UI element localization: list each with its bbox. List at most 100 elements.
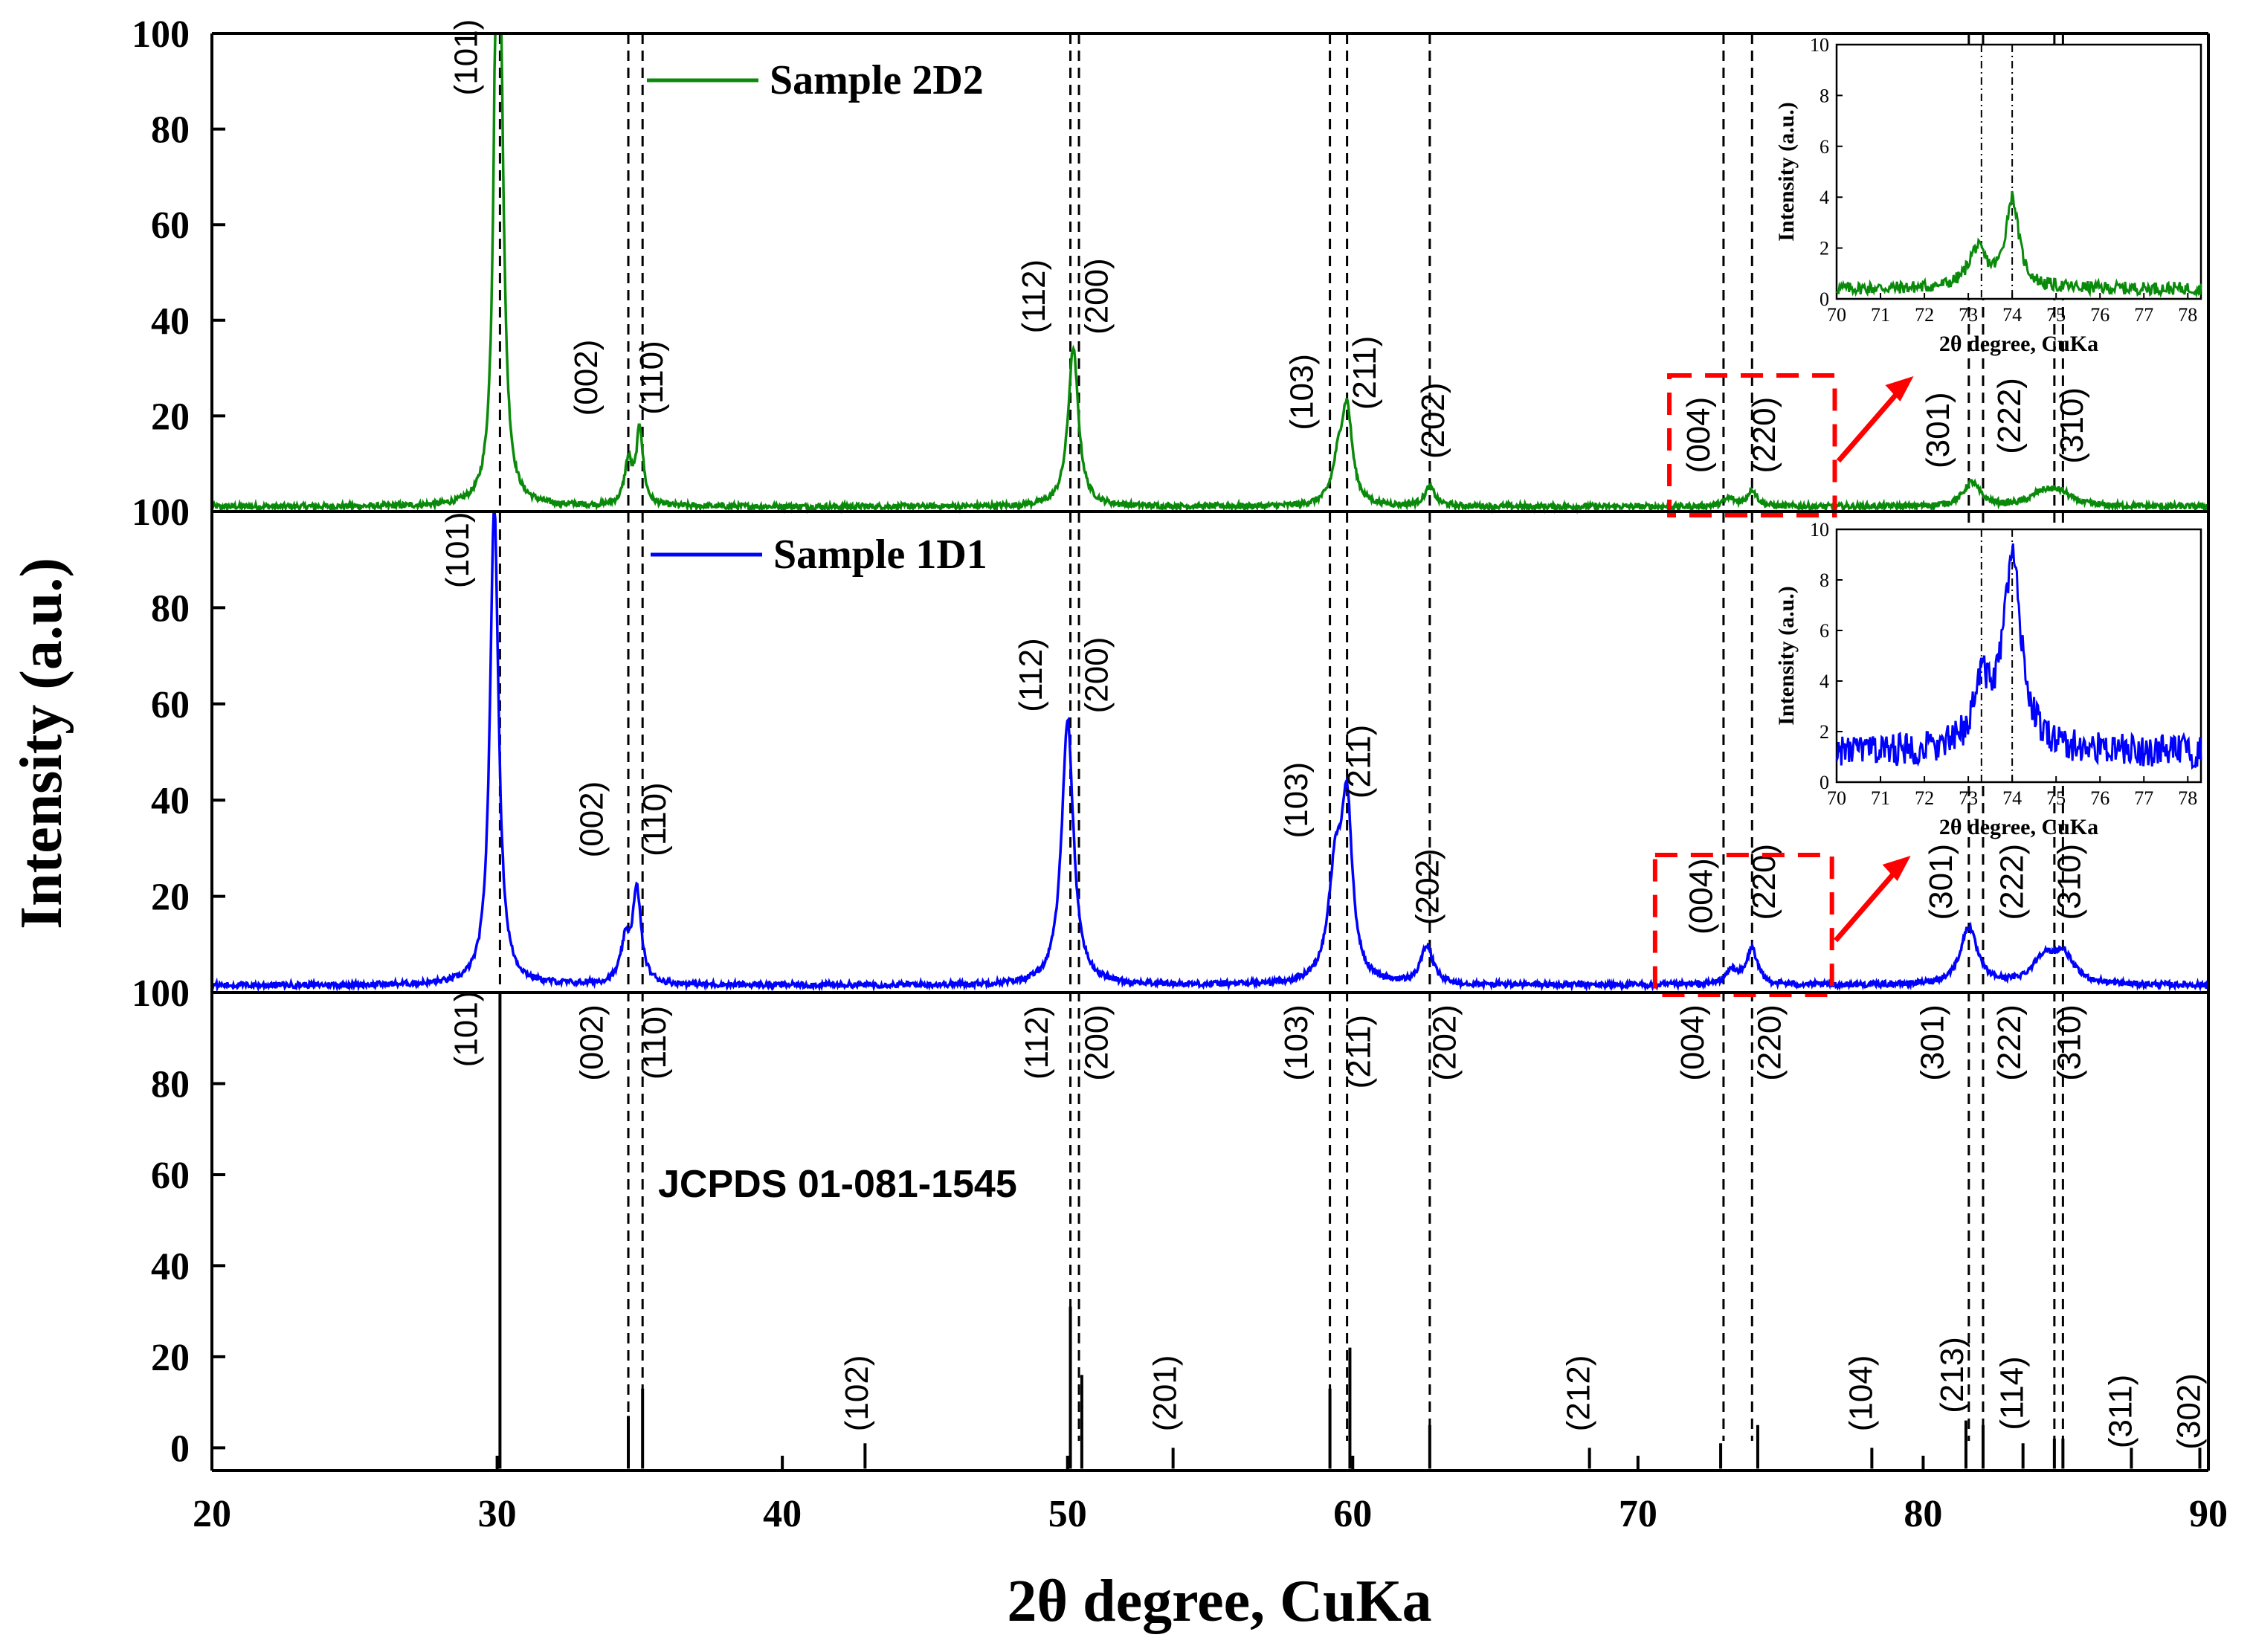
miller-index-label: (102)	[839, 1355, 875, 1432]
miller-index-label: (110)	[636, 782, 673, 856]
inset-frame	[1835, 43, 2202, 300]
miller-index-label: (310)	[2054, 387, 2090, 464]
miller-index-label: (202)	[1409, 848, 1445, 925]
y-tick-label: 40	[151, 1245, 190, 1288]
miller-index-label: (112)	[1019, 1006, 1055, 1080]
y-tick-label: 40	[151, 780, 190, 822]
miller-index-label: (101)	[439, 512, 476, 588]
inset-x-tick-label: 77	[2134, 787, 2153, 809]
inset-series-line	[1835, 190, 2202, 299]
y-tick-label: 20	[151, 1337, 190, 1379]
miller-index-label: (114)	[1994, 1356, 2031, 1430]
miller-index-label: (220)	[1752, 1004, 1788, 1081]
series-line-sample_1d1	[210, 510, 2210, 993]
miller-index-label: (103)	[1284, 354, 1321, 430]
x-tick-label: 50	[1048, 1493, 1087, 1535]
miller-index-label: (110)	[636, 1006, 673, 1080]
inset-x-tick-label: 75	[2046, 304, 2066, 326]
inset-y-tick-label: 2	[1820, 238, 1829, 259]
zoom-arrow	[1836, 386, 1904, 463]
inset-y-tick-label: 10	[1810, 519, 1829, 541]
miller-index-label: (112)	[1013, 638, 1049, 712]
miller-index-label: (112)	[1016, 259, 1052, 333]
x-tick-label: 40	[763, 1493, 802, 1535]
inset-y-tick-label: 8	[1820, 570, 1829, 591]
inset-x-tick-label: 78	[2178, 787, 2197, 809]
inset-x-tick-label: 74	[2002, 787, 2022, 809]
x-tick-label: 70	[1619, 1493, 1657, 1535]
inset-x-tick-label: 72	[1915, 787, 1934, 809]
inset-x-tick-label: 77	[2134, 304, 2153, 326]
inset-x-tick-label: 72	[1915, 304, 1934, 326]
miller-index-label: (222)	[1991, 1004, 2028, 1081]
zoom-arrow-head	[1885, 376, 1914, 401]
legend-label: Sample 2D2	[770, 57, 984, 103]
x-tick-label: 20	[193, 1493, 231, 1535]
inset-y-tick-label: 4	[1820, 671, 1829, 692]
y-tick-label: 20	[151, 396, 190, 438]
miller-index-label: (301)	[1920, 392, 1956, 468]
miller-index-label: (110)	[634, 341, 670, 414]
y-tick-label: 60	[151, 684, 190, 726]
miller-index-label: (310)	[2051, 844, 2087, 920]
miller-index-label: (211)	[1341, 725, 1377, 798]
miller-index-label: (200)	[1078, 258, 1115, 335]
legend-label: Sample 1D1	[773, 532, 987, 578]
y-tick-label: 100	[132, 13, 190, 56]
inset-y-axis-title: Intensity (a.u.)	[1774, 586, 1799, 726]
y-tick-label: 100	[132, 972, 190, 1015]
inset-y-tick-label: 6	[1820, 620, 1829, 642]
inset-y-tick-label: 2	[1820, 721, 1829, 743]
inset-x-tick-label: 70	[1827, 787, 1846, 809]
inset-x-tick-label: 78	[2178, 304, 2197, 326]
inset-x-tick-label: 73	[1959, 304, 1978, 326]
inset-x-tick-label: 73	[1959, 787, 1978, 809]
miller-index-label: (301)	[1923, 844, 1959, 920]
inset-x-tick-label: 76	[2090, 304, 2109, 326]
x-axis-title: 2θ degree, CuKa	[1007, 1569, 1431, 1634]
miller-index-label: (002)	[568, 340, 605, 416]
miller-index-label: (311)	[2102, 1375, 2138, 1448]
miller-index-label: (101)	[448, 19, 485, 96]
inset-y-tick-label: 0	[1820, 288, 1829, 310]
miller-index-label: (002)	[574, 781, 610, 858]
inset-x-tick-label: 76	[2090, 787, 2109, 809]
inset-y-tick-label: 6	[1820, 136, 1829, 158]
x-tick-label: 60	[1333, 1493, 1372, 1535]
series-line-sample_2d2	[210, 32, 2210, 514]
y-tick-label: 60	[151, 1155, 190, 1197]
miller-index-label: (200)	[1078, 1004, 1115, 1081]
y-axis-title: Intensity (a.u.)	[9, 558, 74, 929]
x-tick-label: 30	[478, 1493, 517, 1535]
y-tick-label: 60	[151, 204, 190, 247]
miller-index-label: (220)	[1746, 397, 1782, 474]
x-tick-label: 90	[2189, 1493, 2228, 1535]
inset-x-tick-label: 75	[2046, 787, 2066, 809]
inset-y-tick-label: 4	[1820, 187, 1829, 208]
miller-index-label: (202)	[1415, 382, 1451, 459]
inset-frame	[1835, 528, 2202, 784]
miller-index-label: (301)	[1914, 1004, 1950, 1081]
y-tick-label: 0	[170, 1427, 190, 1470]
miller-index-label: (004)	[1683, 858, 1720, 935]
miller-index-label: (212)	[1561, 1355, 1597, 1432]
miller-index-label: (004)	[1680, 397, 1717, 474]
inset-x-axis-title: 2θ degree, CuKa	[1939, 815, 2098, 839]
inset-y-tick-label: 0	[1820, 772, 1829, 793]
inset-x-tick-label: 74	[2002, 304, 2022, 326]
miller-index-label: (104)	[1843, 1355, 1879, 1432]
miller-index-label: (103)	[1278, 1004, 1315, 1081]
reference-label: JCPDS 01-081-1545	[658, 1163, 1017, 1206]
inset-x-tick-label: 70	[1827, 304, 1846, 326]
y-tick-label: 80	[151, 587, 190, 630]
miller-index-label: (202)	[1426, 1004, 1463, 1081]
miller-index-label: (222)	[1991, 378, 2028, 454]
inset-y-tick-label: 10	[1810, 34, 1829, 56]
miller-index-label: (211)	[1341, 1015, 1377, 1088]
zoom-region-box	[1667, 373, 1837, 517]
inset-series-line	[1835, 543, 2202, 770]
inset-sample_2d2: 70 71 72 73 74 75 76 77 78 0 2 4 6 8 10 2θ degree, CuKa…	[1774, 34, 2202, 356]
zoom-arrow	[1834, 865, 1901, 943]
